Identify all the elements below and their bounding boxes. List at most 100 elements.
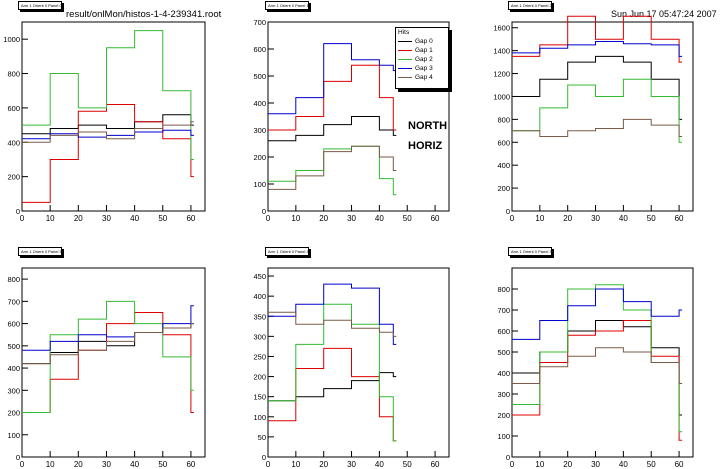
panel-2-title: Arm 1 Orient 0 Panel 2 — [508, 1, 552, 10]
series-gap-3 — [22, 129, 194, 140]
x-tick-label: 50 — [647, 214, 656, 223]
x-tick-label: 30 — [102, 460, 111, 469]
x-tick-label: 40 — [375, 214, 384, 223]
y-tick-label: 300 — [7, 386, 20, 395]
y-tick-label: 400 — [497, 161, 510, 170]
y-tick-label: 600 — [253, 45, 266, 54]
x-tick-label: 60 — [186, 214, 195, 223]
series-gap-2 — [22, 300, 194, 413]
y-tick-label: 600 — [7, 320, 20, 329]
y-tick-label: 800 — [7, 70, 20, 79]
series-gap-2 — [512, 284, 683, 433]
y-tick-label: 500 — [497, 348, 510, 357]
y-tick-label: 600 — [7, 104, 20, 113]
legend-label: Gap 3 — [415, 65, 433, 72]
panel-3-title: Arm 1 Orient 0 Panel 3 — [508, 247, 552, 256]
series-gap-0 — [22, 323, 194, 365]
series-gap-4 — [22, 121, 194, 143]
legend-swatch — [398, 41, 412, 42]
x-tick-label: 20 — [74, 460, 83, 469]
legend-item: Gap 0 — [396, 37, 448, 46]
legend-item: Gap 2 — [396, 55, 448, 64]
x-tick-label: 40 — [130, 460, 139, 469]
plot-frame — [21, 267, 206, 458]
y-tick-label: 350 — [253, 312, 266, 321]
x-tick-label: 10 — [291, 460, 300, 469]
y-tick-label: 150 — [253, 393, 266, 402]
y-tick-label: 100 — [253, 413, 266, 422]
y-tick-label: 500 — [253, 72, 266, 81]
y-tick-label: 400 — [7, 138, 20, 147]
x-tick-label: 40 — [619, 214, 628, 223]
series-gap-4 — [22, 323, 194, 365]
y-tick-label: 100 — [497, 432, 510, 441]
y-tick-label: 100 — [7, 431, 20, 440]
series-gap-4 — [268, 311, 397, 337]
legend-item: Gap 3 — [396, 64, 448, 73]
filename-label: result/onlMon/histos-1-4-239341.root — [66, 9, 222, 20]
x-tick-label: 50 — [158, 214, 167, 223]
legend-swatch — [398, 68, 412, 69]
series-gap-3 — [512, 288, 683, 340]
y-tick-label: 50 — [258, 433, 266, 442]
legend-title: Hits — [398, 29, 410, 36]
legend-swatch — [398, 77, 412, 78]
series-gap-4 — [512, 118, 683, 137]
datetime-label: Sun Jun 17 05:47:24 2007 — [611, 9, 717, 19]
x-tick-label: 60 — [431, 460, 440, 469]
x-tick-label: 0 — [510, 214, 515, 223]
x-tick-label: 30 — [102, 214, 111, 223]
series-gap-1 — [22, 104, 194, 203]
y-tick-label: 0 — [16, 453, 20, 462]
y-tick-label: 1600 — [493, 24, 510, 33]
series-gap-1 — [512, 320, 683, 441]
y-tick-label: 800 — [7, 275, 20, 284]
panel-1-title: Arm 1 Orient 0 Panel 1 — [265, 1, 309, 10]
x-tick-label: 30 — [591, 460, 600, 469]
y-tick-label: 1000 — [493, 92, 510, 101]
x-tick-label: 30 — [347, 460, 356, 469]
series-gap-0 — [512, 320, 683, 416]
series-gap-2 — [268, 303, 397, 442]
x-tick-label: 30 — [591, 214, 600, 223]
y-tick-label: 200 — [497, 411, 510, 420]
plot-frame — [21, 21, 206, 212]
y-tick-label: 200 — [7, 173, 20, 182]
y-tick-label: 450 — [253, 272, 266, 281]
y-tick-label: 200 — [497, 184, 510, 193]
series-gap-0 — [512, 55, 683, 120]
x-tick-label: 40 — [130, 214, 139, 223]
y-tick-label: 1200 — [493, 70, 510, 79]
series-gap-1 — [512, 15, 683, 63]
y-tick-label: 0 — [506, 207, 510, 216]
legend-label: Gap 2 — [415, 56, 433, 63]
legend-label: Gap 4 — [415, 74, 433, 81]
y-tick-label: 300 — [497, 390, 510, 399]
legend-item: Gap 4 — [396, 73, 448, 82]
x-tick-label: 60 — [431, 214, 440, 223]
series-gap-3 — [512, 41, 683, 57]
y-tick-label: 800 — [497, 115, 510, 124]
plot-frame — [267, 21, 450, 212]
plot-frame — [511, 267, 694, 458]
y-tick-label: 300 — [253, 126, 266, 135]
panel-5-title: Arm 1 Orient 0 Panel 5 — [18, 247, 62, 256]
x-tick-label: 10 — [291, 214, 300, 223]
x-tick-label: 60 — [675, 460, 684, 469]
series-gap-3 — [22, 305, 194, 351]
y-tick-label: 200 — [253, 373, 266, 382]
x-tick-label: 10 — [46, 214, 55, 223]
x-tick-label: 10 — [535, 214, 544, 223]
y-tick-label: 0 — [262, 453, 266, 462]
series-gap-0 — [22, 114, 194, 135]
x-tick-label: 20 — [563, 214, 572, 223]
x-tick-label: 20 — [563, 460, 572, 469]
panel-4: 0 10 20 30 40 50 60 0 50 100 150 200 250 300 350 400 450 — [253, 267, 450, 469]
y-tick-label: 400 — [497, 369, 510, 378]
series-gap-2 — [268, 145, 397, 196]
x-tick-label: 50 — [403, 460, 412, 469]
